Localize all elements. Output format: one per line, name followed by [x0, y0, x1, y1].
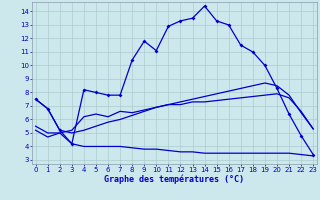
- X-axis label: Graphe des températures (°C): Graphe des températures (°C): [104, 175, 244, 184]
